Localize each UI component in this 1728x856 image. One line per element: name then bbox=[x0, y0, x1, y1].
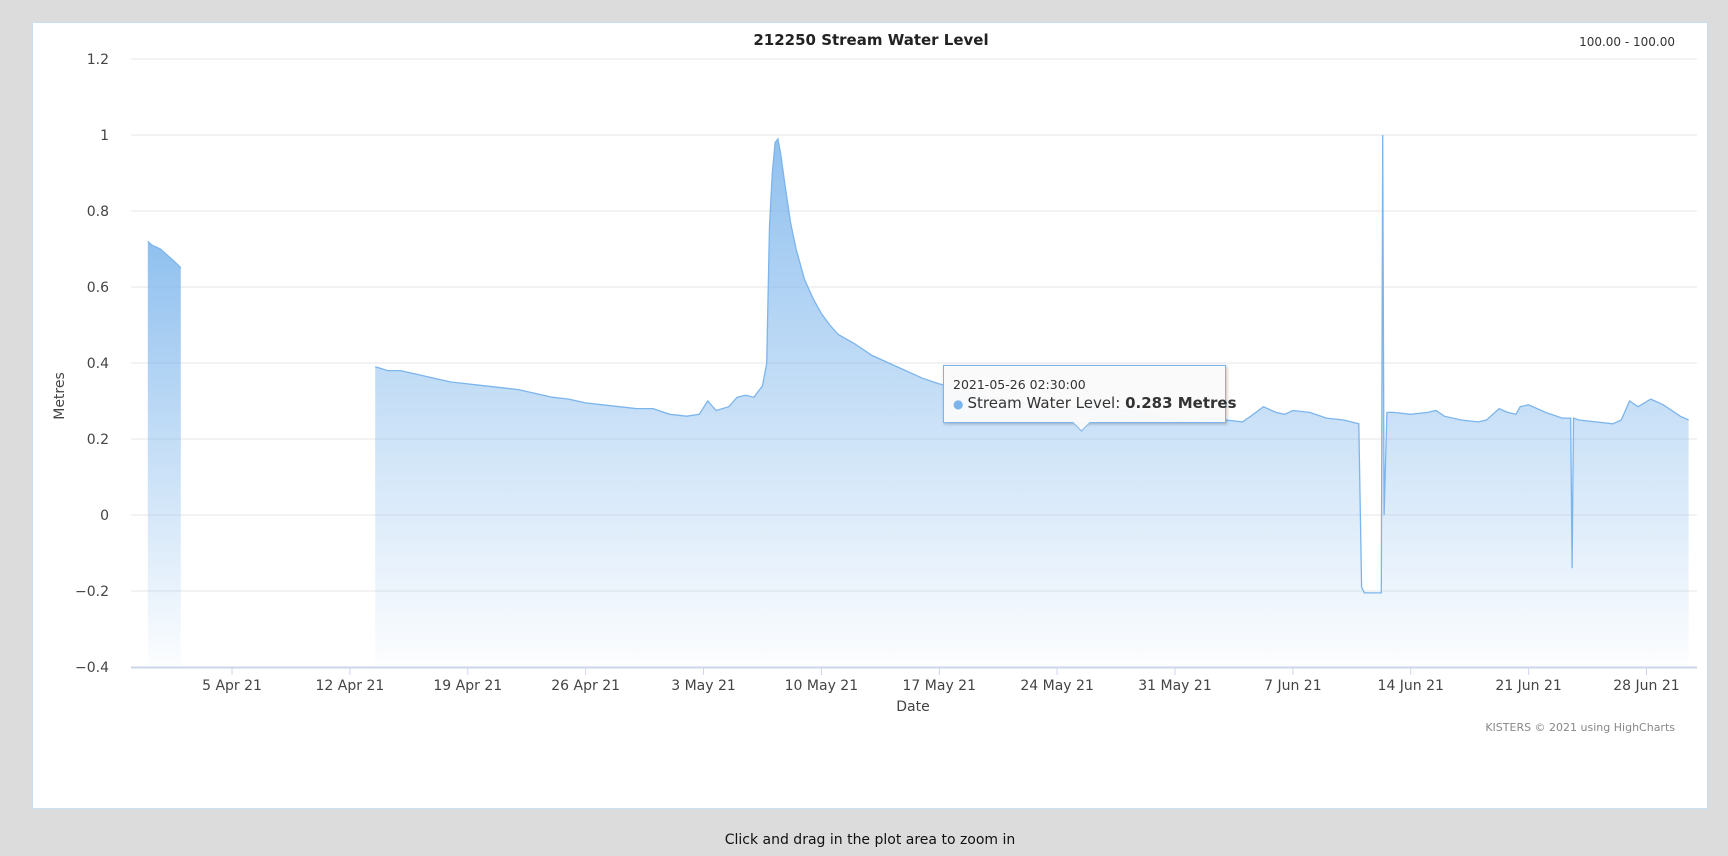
x-tick-label: 19 Apr 21 bbox=[433, 678, 502, 694]
y-axis-title: Metres bbox=[52, 372, 68, 420]
series-line[interactable] bbox=[147, 240, 182, 269]
x-tick-label: 12 Apr 21 bbox=[316, 678, 385, 694]
y-tick-label: 0 bbox=[100, 508, 109, 524]
y-tick-label: 0.6 bbox=[87, 280, 109, 296]
chart-panel[interactable]: 1.2 1 0.8 0.6 0.4 0.2 0 −0.2 −0.4 5 Apr 21 12 Apr … bbox=[32, 22, 1708, 809]
y-tick-label: 0.2 bbox=[87, 432, 109, 448]
chart-svg[interactable]: 1.2 1 0.8 0.6 0.4 0.2 0 −0.2 −0.4 5 Apr 21 12 Apr … bbox=[33, 23, 1709, 810]
tooltip-series-label: Stream Water Level: bbox=[967, 394, 1121, 412]
chart-title: 212250 Stream Water Level bbox=[753, 31, 988, 49]
y-tick-label: 0.8 bbox=[87, 204, 109, 220]
series-area-layer[interactable] bbox=[147, 134, 1689, 667]
x-tick-label: 24 May 21 bbox=[1020, 678, 1093, 694]
x-tick-label: 3 May 21 bbox=[671, 678, 736, 694]
y-tick-label: 1.2 bbox=[87, 52, 109, 68]
footer-band: Click and drag in the plot area to zoom … bbox=[32, 809, 1708, 856]
series-area-fill[interactable] bbox=[147, 241, 181, 667]
x-tick-label: 28 Jun 21 bbox=[1613, 678, 1679, 694]
x-tick-label: 14 Jun 21 bbox=[1378, 678, 1444, 694]
credits-label[interactable]: KISTERS © 2021 using HighCharts bbox=[1485, 721, 1675, 734]
x-axis-title: Date bbox=[896, 699, 929, 715]
zoom-hint: Click and drag in the plot area to zoom … bbox=[724, 832, 1016, 848]
x-tick-label: 31 May 21 bbox=[1138, 678, 1211, 694]
tooltip-date: 2021-05-26 02:30:00 bbox=[953, 377, 1086, 392]
tooltip-value: 0.283 Metres bbox=[1125, 394, 1237, 412]
x-tick-label: 26 Apr 21 bbox=[551, 678, 620, 694]
axis-layer: 1.2 1 0.8 0.6 0.4 0.2 0 −0.2 −0.4 5 Apr 21 12 Apr … bbox=[75, 52, 1697, 694]
y-tick-label: −0.2 bbox=[75, 584, 109, 600]
x-tick-label: 7 Jun 21 bbox=[1264, 678, 1322, 694]
x-tick-label: 10 May 21 bbox=[785, 678, 858, 694]
range-label: 100.00 - 100.00 bbox=[1579, 35, 1675, 49]
y-tick-label: −0.4 bbox=[75, 660, 109, 676]
series-dot-icon: ● bbox=[953, 397, 964, 411]
y-tick-label: 1 bbox=[100, 128, 109, 144]
tooltip-value-line: ● Stream Water Level: 0.283 Metres bbox=[953, 394, 1237, 412]
x-tick-label: 21 Jun 21 bbox=[1495, 678, 1561, 694]
data-tooltip: 2021-05-26 02:30:00 ● Stream Water Level:… bbox=[943, 365, 1237, 423]
x-tick-label: 17 May 21 bbox=[903, 678, 976, 694]
y-tick-label: 0.4 bbox=[87, 356, 109, 372]
x-tick-label: 5 Apr 21 bbox=[202, 678, 262, 694]
